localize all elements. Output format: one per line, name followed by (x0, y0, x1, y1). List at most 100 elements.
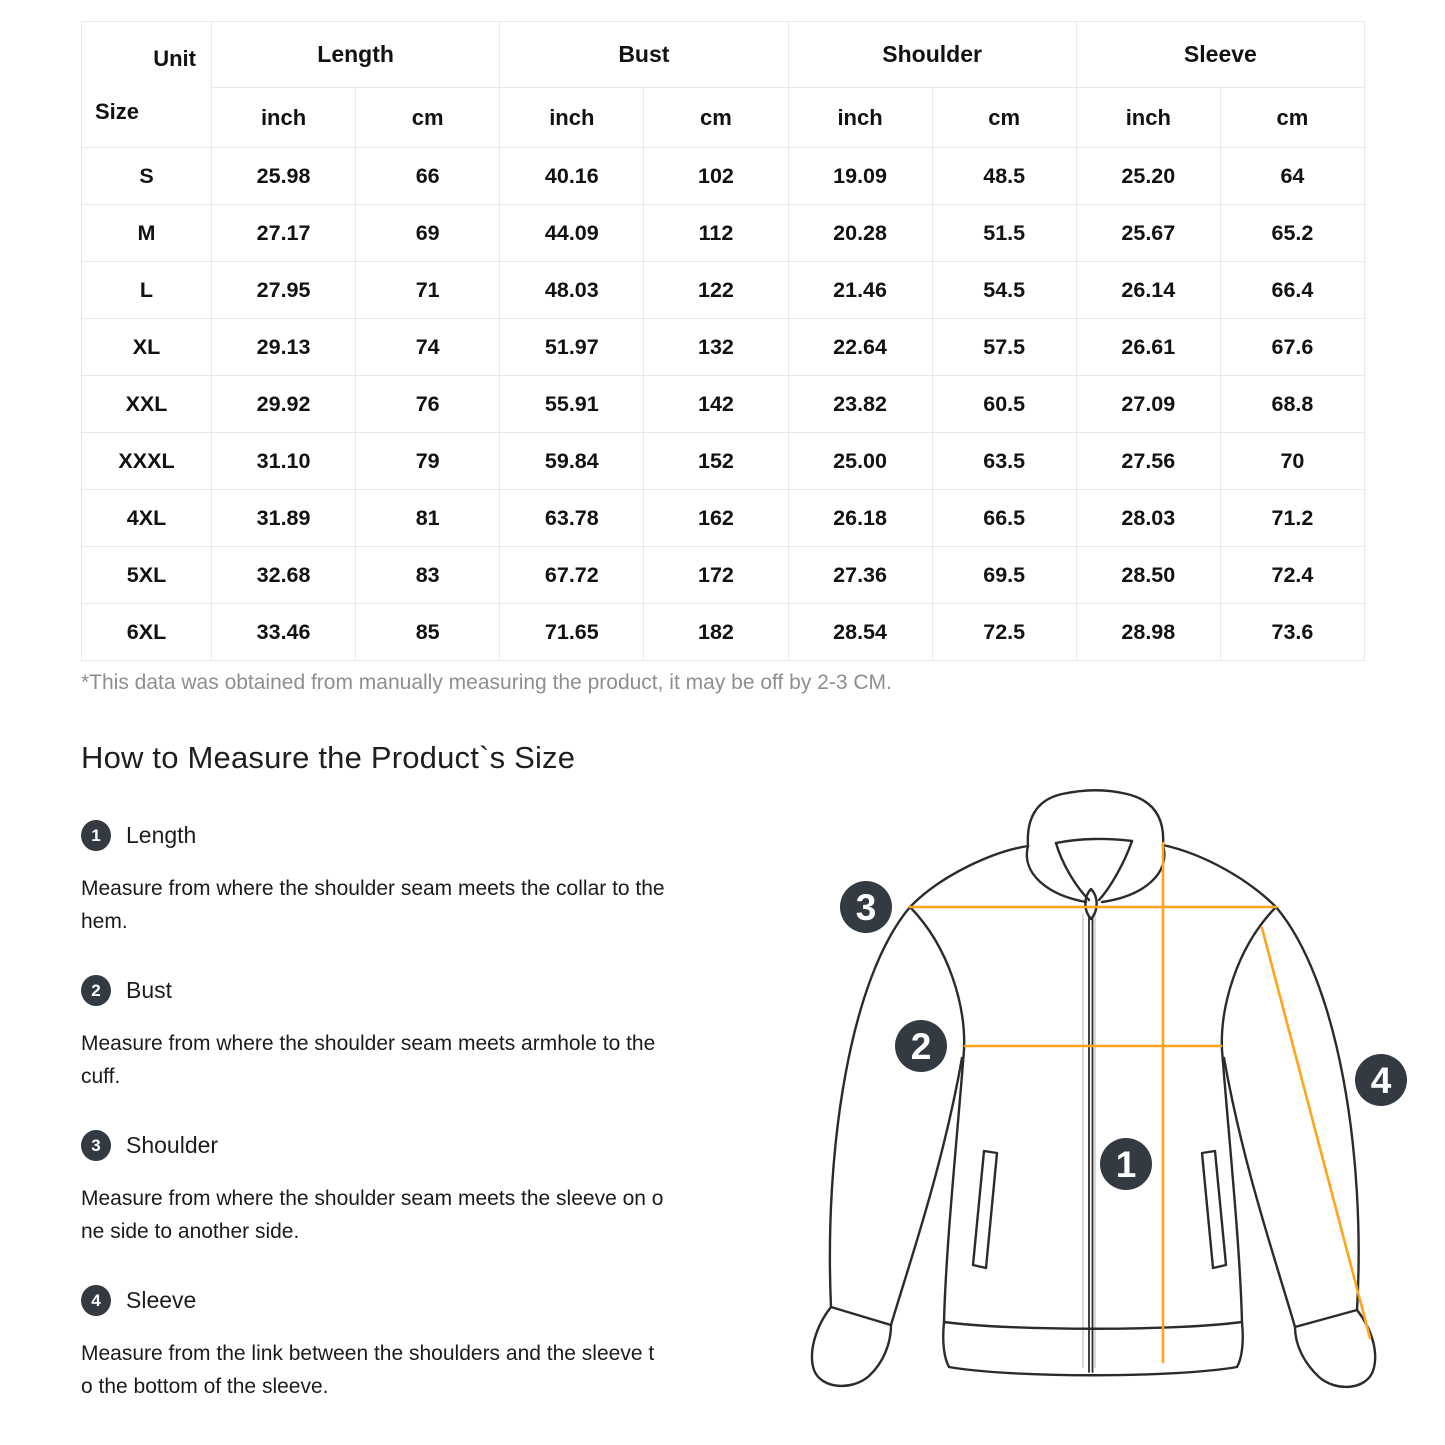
measurement-cell: 29.13 (210, 318, 357, 376)
measurement-cell: 48.03 (499, 261, 645, 319)
jacket-pocket-left (971, 1149, 999, 1270)
column-group-sleeve: Sleeve (1075, 21, 1366, 88)
jacket-outline (810, 789, 1377, 1389)
svg-text:3: 3 (856, 887, 877, 928)
measurement-cell: 69 (355, 204, 501, 262)
unit-header: cm (931, 87, 1077, 148)
table-row: XXXL 31.10 79 59.84 152 25.00 63.5 27.56 70 (81, 432, 1366, 490)
measure-step-shoulder: 3 Shoulder Measure from where the should… (81, 1130, 801, 1248)
unit-header: inch (499, 87, 645, 148)
table-row: M 27.17 69 44.09 112 20.28 51.5 25.67 65.2 (81, 204, 1366, 262)
measurement-cell: 66.4 (1219, 261, 1366, 319)
measurement-cell: 79 (355, 432, 501, 490)
unit-header: inch (210, 87, 357, 148)
jacket-cuff-right (1293, 1308, 1377, 1389)
diagram-badge-1: 1 (1100, 1138, 1152, 1190)
measurement-cell: 72.5 (931, 603, 1077, 661)
jacket-measure-diagram: 3 2 1 4 (790, 775, 1445, 1445)
measurement-cell: 27.17 (210, 204, 357, 262)
measurement-cell: 67.6 (1219, 318, 1366, 376)
measurement-cell: 132 (643, 318, 789, 376)
table-row: XL 29.13 74 51.97 132 22.64 57.5 26.61 67.6 (81, 318, 1366, 376)
size-label-cell: XXXL (81, 432, 212, 490)
measure-step-sleeve: 4 Sleeve Measure from the link between t… (81, 1285, 801, 1403)
measurement-cell: 71 (355, 261, 501, 319)
measurement-cell: 51.97 (499, 318, 645, 376)
column-group-bust: Bust (499, 21, 789, 88)
step-description: Measure from the link between the should… (81, 1342, 655, 1398)
measurement-cell: 69.5 (931, 546, 1077, 604)
size-label-cell: S (81, 147, 212, 205)
measurement-cell: 32.68 (210, 546, 357, 604)
size-label-cell: M (81, 204, 212, 262)
size-chart-table: Unit Size Length Bust Shoulder Sleeve in… (81, 21, 1366, 661)
measurement-cell: 20.28 (787, 204, 933, 262)
measurement-cell: 162 (643, 489, 789, 547)
jacket-zipper (1084, 887, 1098, 1373)
measurement-cell: 55.91 (499, 375, 645, 433)
jacket-body-right (1220, 905, 1278, 1324)
measurement-cell: 31.89 (210, 489, 357, 547)
measurement-cell: 25.00 (787, 432, 933, 490)
measurement-cell: 44.09 (499, 204, 645, 262)
unit-header: cm (355, 87, 501, 148)
step-description: Measure from where the shoulder seam mee… (81, 1187, 664, 1243)
measurement-cell: 21.46 (787, 261, 933, 319)
measurement-cell: 74 (355, 318, 501, 376)
table-row: 6XL 33.46 85 71.65 182 28.54 72.5 28.98 73.6 (81, 603, 1366, 661)
step-description: Measure from where the shoulder seam mee… (81, 1032, 656, 1088)
unit-header: cm (643, 87, 789, 148)
measurement-cell: 70 (1219, 432, 1366, 490)
size-label-cell: L (81, 261, 212, 319)
step-number-badge: 1 (81, 820, 111, 851)
measurement-cell: 26.18 (787, 489, 933, 547)
measurement-cell: 66 (355, 147, 501, 205)
measurement-cell: 48.5 (931, 147, 1077, 205)
corner-size-label: Size (95, 99, 140, 124)
measurement-cell: 33.46 (210, 603, 357, 661)
measurement-cell: 25.20 (1075, 147, 1221, 205)
jacket-diagram-svg: 3 2 1 4 (810, 789, 1407, 1389)
jacket-sleeve-right (1222, 905, 1377, 1389)
measurement-cell: 51.5 (931, 204, 1077, 262)
jacket-shoulder-left (908, 844, 1030, 909)
measurement-cell: 31.10 (210, 432, 357, 490)
measurement-cell: 57.5 (931, 318, 1077, 376)
size-label-cell: 6XL (81, 603, 212, 661)
unit-header: inch (1075, 87, 1221, 148)
measure-step-length: 1 Length Measure from where the shoulder… (81, 820, 801, 938)
measurement-cell: 25.67 (1075, 204, 1221, 262)
diagram-badge-2: 2 (895, 1020, 947, 1072)
measurement-cell: 59.84 (499, 432, 645, 490)
measurement-cell: 29.92 (210, 375, 357, 433)
measurement-cell: 122 (643, 261, 789, 319)
jacket-body-left (908, 905, 966, 1324)
table-row: 5XL 32.68 83 67.72 172 27.36 69.5 28.50 72.4 (81, 546, 1366, 604)
measurement-cell: 67.72 (499, 546, 645, 604)
measurement-cell: 76 (355, 375, 501, 433)
table-corner-cell: Unit Size (81, 21, 212, 148)
jacket-shoulder-right (1161, 843, 1278, 909)
table-row: XXL 29.92 76 55.91 142 23.82 60.5 27.09 68.8 (81, 375, 1366, 433)
table-row: 4XL 31.89 81 63.78 162 26.18 66.5 28.03 71.2 (81, 489, 1366, 547)
measurement-cell: 28.50 (1075, 546, 1221, 604)
measurement-cell: 73.6 (1219, 603, 1366, 661)
step-title: Length (126, 822, 197, 848)
table-row: L 27.95 71 48.03 122 21.46 54.5 26.14 66.4 (81, 261, 1366, 319)
measurement-cell: 85 (355, 603, 501, 661)
size-table-body: S 25.98 66 40.16 102 19.09 48.5 25.20 64 M 27.17 69… (81, 147, 1366, 661)
jacket-cuff-left (810, 1305, 893, 1388)
measurement-cell: 26.61 (1075, 318, 1221, 376)
measurement-cell: 65.2 (1219, 204, 1366, 262)
measurement-cell: 71.2 (1219, 489, 1366, 547)
measurement-cell: 26.14 (1075, 261, 1221, 319)
column-group-length: Length (210, 21, 501, 88)
how-to-measure-heading: How to Measure the Product`s Size (81, 740, 576, 775)
measurement-cell: 172 (643, 546, 789, 604)
size-label-cell: 5XL (81, 546, 212, 604)
measurement-cell: 22.64 (787, 318, 933, 376)
measurement-cell: 152 (643, 432, 789, 490)
svg-text:4: 4 (1371, 1060, 1392, 1101)
unit-header: inch (787, 87, 933, 148)
